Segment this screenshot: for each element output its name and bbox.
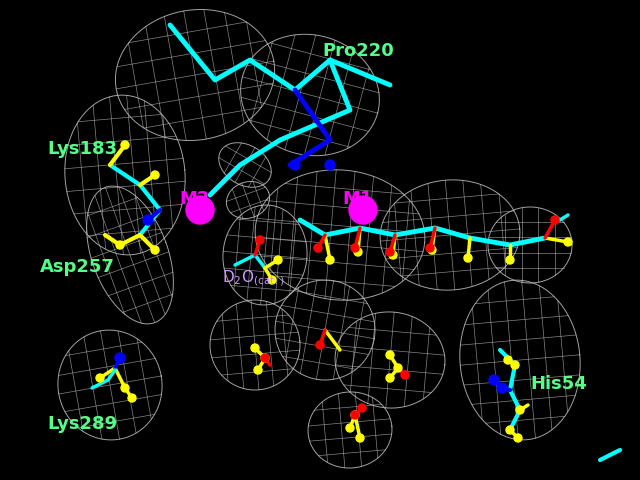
Circle shape [504,356,512,364]
Circle shape [351,411,359,419]
Circle shape [506,426,514,434]
Circle shape [464,254,472,262]
Circle shape [115,353,125,363]
Circle shape [325,160,335,170]
Circle shape [326,256,334,264]
Circle shape [186,196,214,224]
Circle shape [489,375,499,385]
Circle shape [349,196,377,224]
Circle shape [354,248,362,256]
Circle shape [426,244,434,252]
Circle shape [386,351,394,359]
Circle shape [316,341,324,349]
Text: M2: M2 [180,190,210,208]
Circle shape [268,276,276,284]
Circle shape [386,248,394,256]
Circle shape [511,361,519,369]
Circle shape [261,354,269,362]
Text: His54: His54 [530,375,587,393]
Circle shape [151,171,159,179]
Circle shape [514,434,522,442]
Text: Lys183: Lys183 [47,140,117,158]
Text: Asp257: Asp257 [40,258,115,276]
Circle shape [389,251,397,259]
Circle shape [96,374,104,382]
Circle shape [506,256,514,264]
Text: $\mathregular{D_2O_{(cat.)}}$: $\mathregular{D_2O_{(cat.)}}$ [222,268,285,288]
Text: Lys289: Lys289 [47,415,117,433]
Circle shape [516,406,524,414]
Circle shape [346,424,354,432]
Circle shape [428,246,436,254]
Circle shape [274,256,282,264]
Circle shape [551,216,559,224]
Circle shape [314,244,322,252]
Circle shape [497,383,507,393]
Circle shape [394,364,402,372]
Circle shape [121,141,129,149]
Circle shape [401,371,409,379]
Circle shape [251,344,259,352]
Circle shape [116,241,124,249]
Circle shape [351,244,359,252]
Text: M1: M1 [343,190,373,208]
Circle shape [386,374,394,382]
Circle shape [356,434,364,442]
Circle shape [121,384,129,392]
Text: Pro220: Pro220 [322,42,394,60]
Circle shape [290,160,300,170]
Circle shape [261,354,269,362]
Circle shape [143,215,153,225]
Circle shape [358,404,366,412]
Circle shape [128,394,136,402]
Circle shape [151,246,159,254]
Circle shape [564,238,572,246]
Circle shape [254,366,262,374]
Circle shape [351,411,359,419]
Circle shape [256,236,264,244]
